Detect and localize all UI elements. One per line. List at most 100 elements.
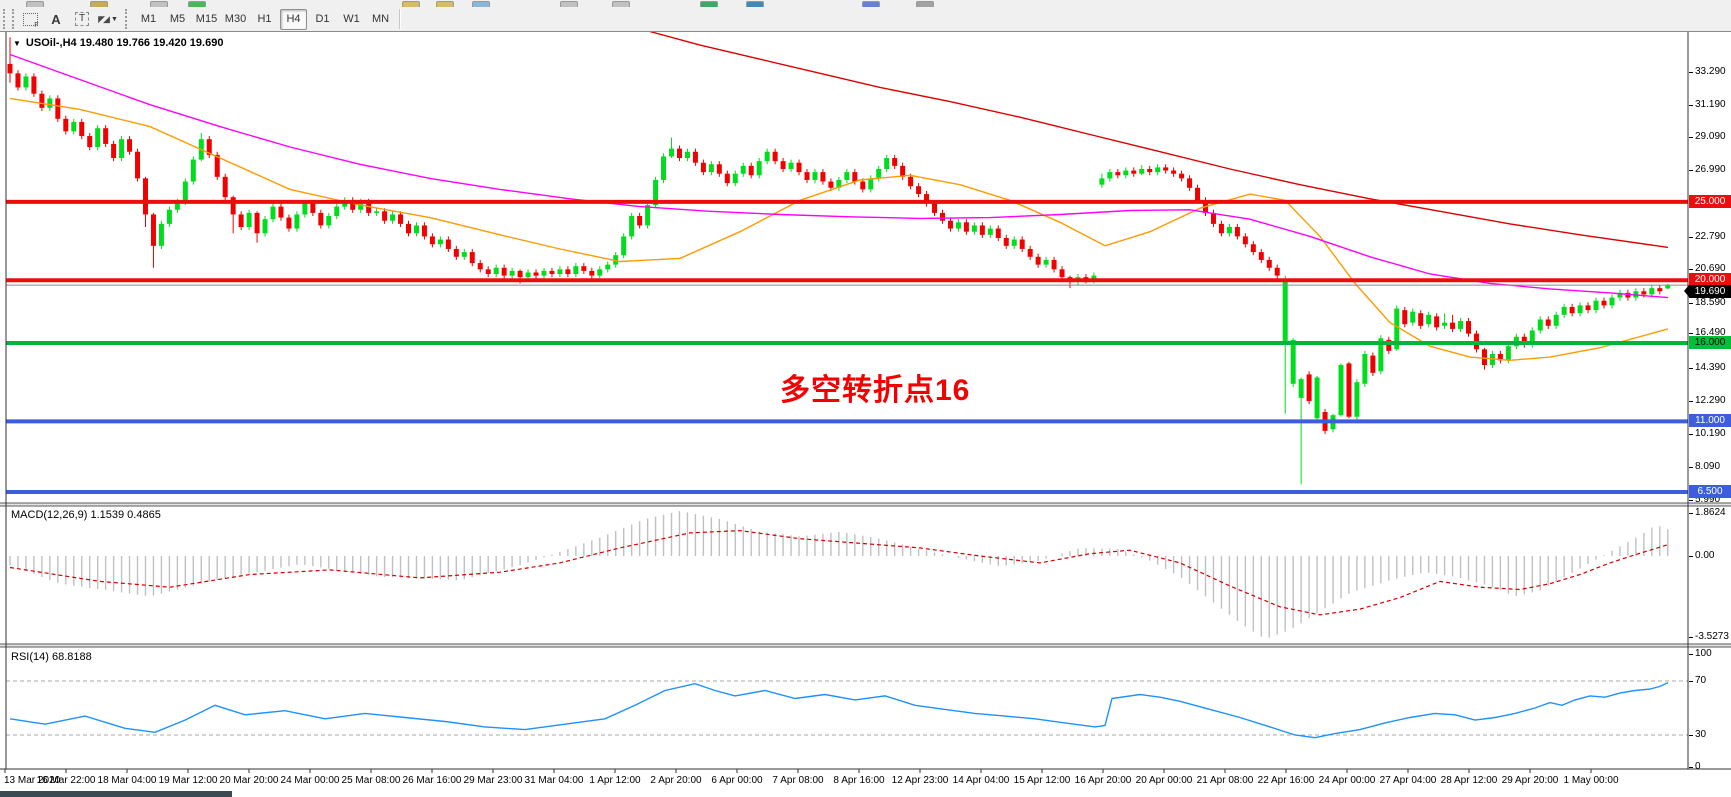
- axis-tick-mark: [1689, 513, 1693, 514]
- time-axis-label: 1 May 00:00: [1563, 775, 1619, 786]
- axis-tick-mark: [1689, 767, 1693, 768]
- timeframe-button-m30[interactable]: M30: [224, 13, 247, 25]
- clipped-toolbar-icon: [150, 1, 168, 7]
- timeframe-button-m5[interactable]: M5: [169, 13, 186, 25]
- axis-tick-label: -3.5273: [1695, 631, 1729, 642]
- axis-tick-label: 26.990: [1695, 164, 1726, 175]
- symbol-ohlc-text: USOil-,H4 19.480 19.766 19.420 19.690: [25, 37, 224, 49]
- clipped-toolbar-icon: [916, 1, 934, 7]
- axis-tick-mark: [1689, 467, 1693, 468]
- price-badge-20.000: 20.000: [1689, 273, 1731, 286]
- chart-canvas[interactable]: ▼ USOil-,H4 19.480 19.766 19.420 19.690 M…: [0, 31, 1731, 797]
- toolbar-separator: [125, 9, 130, 29]
- time-axis-label: 8 Apr 16:00: [833, 775, 885, 786]
- axis-tick-label: 20.690: [1695, 263, 1726, 274]
- toolbar: F A T ◤◢ ▼ M1 M5 M15 M30 H1 H4 D1 W1 MN: [0, 0, 1731, 32]
- price-badge-11.000: 11.000: [1689, 414, 1731, 427]
- time-axis-label: 16 Apr 20:00: [1074, 775, 1132, 786]
- chevron-down-icon: ▼: [110, 15, 118, 23]
- time-axis-label: 20 Apr 00:00: [1135, 775, 1193, 786]
- time-axis-label: 16 Mar 22:00: [36, 775, 96, 786]
- axis-tick-mark: [1689, 556, 1693, 557]
- timeframe-button-m1[interactable]: M1: [140, 13, 157, 25]
- rsi-line: [9, 681, 1669, 739]
- timeframe-button-m15[interactable]: M15: [195, 13, 218, 25]
- axis-tick-mark: [1689, 368, 1693, 369]
- arrows-tool-button[interactable]: ◤◢ ▼: [96, 8, 120, 30]
- clipped-toolbar-icon: [188, 1, 206, 7]
- clipped-toolbar-icon: [472, 1, 490, 7]
- time-axis-label: 19 Mar 12:00: [158, 775, 218, 786]
- chart-svg[interactable]: [0, 31, 1731, 797]
- chevron-down-icon: ▼: [13, 39, 21, 48]
- time-axis-label: 29 Mar 23:00: [463, 775, 523, 786]
- badge-pointer-icon: [1684, 285, 1689, 297]
- axis-tick-label: 100: [1695, 648, 1712, 659]
- candles-layer: [7, 37, 1671, 485]
- axis-tick-mark: [1689, 735, 1693, 736]
- axis-tick-label: 29.090: [1695, 131, 1726, 142]
- grid-icon: F: [22, 12, 39, 29]
- clipped-toolbar-icon: [26, 1, 44, 7]
- axis-tick-label: 22.790: [1695, 231, 1726, 242]
- axis-tick-label: 5.990: [1695, 494, 1721, 505]
- axis-tick-label: 30: [1695, 729, 1707, 740]
- axis-tick-mark: [1689, 105, 1693, 106]
- time-axis-label: 24 Mar 00:00: [280, 775, 340, 786]
- axis-tick-label: 0.00: [1695, 550, 1715, 561]
- toolbar-separator: [399, 9, 401, 29]
- time-axis-label: 24 Apr 00:00: [1318, 775, 1376, 786]
- grid-tool-button[interactable]: F: [18, 8, 42, 30]
- text-label-button[interactable]: A: [44, 8, 68, 30]
- price-badge-19.690: 19.690: [1684, 285, 1731, 298]
- axis-tick-label: 16.490: [1695, 327, 1726, 338]
- axis-tick-mark: [1689, 681, 1693, 682]
- time-axis-label: 15 Apr 12:00: [1013, 775, 1071, 786]
- chart-text-annotation[interactable]: 多空转折点16: [780, 374, 971, 407]
- time-axis-label: 2 Apr 20:00: [650, 775, 702, 786]
- time-axis-label: 7 Apr 08:00: [772, 775, 824, 786]
- time-axis-label: 13 Mar 2020: [4, 775, 61, 786]
- time-axis-label: 29 Apr 20:00: [1501, 775, 1559, 786]
- clipped-toolbar-icon: [612, 1, 630, 7]
- time-axis-label: 6 Apr 00:00: [711, 775, 763, 786]
- time-axis-label: 21 Apr 08:00: [1196, 775, 1254, 786]
- background-window-sliver: [0, 791, 232, 797]
- clipped-toolbar-icon: [746, 1, 764, 7]
- axis-tick-mark: [1689, 137, 1693, 138]
- clipped-toolbar-icon: [402, 1, 420, 7]
- time-axis-label: 22 Apr 16:00: [1257, 775, 1315, 786]
- axis-tick-mark: [1689, 333, 1693, 334]
- time-axis-label: 1 Apr 12:00: [589, 775, 641, 786]
- macd-indicator-label: MACD(12,26,9) 1.1539 0.4865: [11, 509, 161, 521]
- axis-tick-label: 8.090: [1695, 461, 1721, 472]
- text-box-button[interactable]: T: [70, 8, 94, 30]
- rsi-indicator-label: RSI(14) 68.8188: [11, 651, 92, 663]
- axis-tick-mark: [1689, 434, 1693, 435]
- timeframe-button-h4[interactable]: H4: [280, 8, 307, 30]
- text-label-icon: A: [51, 11, 61, 27]
- axis-tick-mark: [1689, 269, 1693, 270]
- clipped-toolbar-icon: [436, 1, 454, 7]
- clipped-upper-toolbar: [0, 0, 1731, 7]
- axis-tick-label: 70: [1695, 675, 1707, 686]
- toolbar-grip[interactable]: [3, 9, 14, 29]
- axis-tick-label: 1.8624: [1695, 507, 1726, 518]
- axis-tick-mark: [1689, 637, 1693, 638]
- macd-panel: [9, 511, 1669, 638]
- timeframe-group: M1 M5 M15 M30 H1 H4 D1 W1 MN: [134, 8, 395, 30]
- axis-tick-label: 18.590: [1695, 297, 1726, 308]
- ma-slow-red: [647, 31, 1669, 249]
- axis-tick-label: 0: [1695, 761, 1701, 772]
- timeframe-button-h1[interactable]: H1: [257, 13, 272, 25]
- price-badge-16.000: 16.000: [1689, 336, 1731, 349]
- price-badge-6.500: 6.500: [1689, 485, 1731, 498]
- timeframe-button-mn[interactable]: MN: [371, 13, 390, 25]
- tool-row: F A T ◤◢ ▼ M1 M5 M15 M30 H1 H4 D1 W1 MN: [0, 7, 405, 31]
- timeframe-button-w1[interactable]: W1: [343, 13, 360, 25]
- axis-tick-label: 12.290: [1695, 395, 1726, 406]
- axis-tick-mark: [1689, 654, 1693, 655]
- axis-tick-label: 14.390: [1695, 362, 1726, 373]
- time-axis-label: 20 Mar 20:00: [219, 775, 279, 786]
- timeframe-button-d1[interactable]: D1: [315, 13, 330, 25]
